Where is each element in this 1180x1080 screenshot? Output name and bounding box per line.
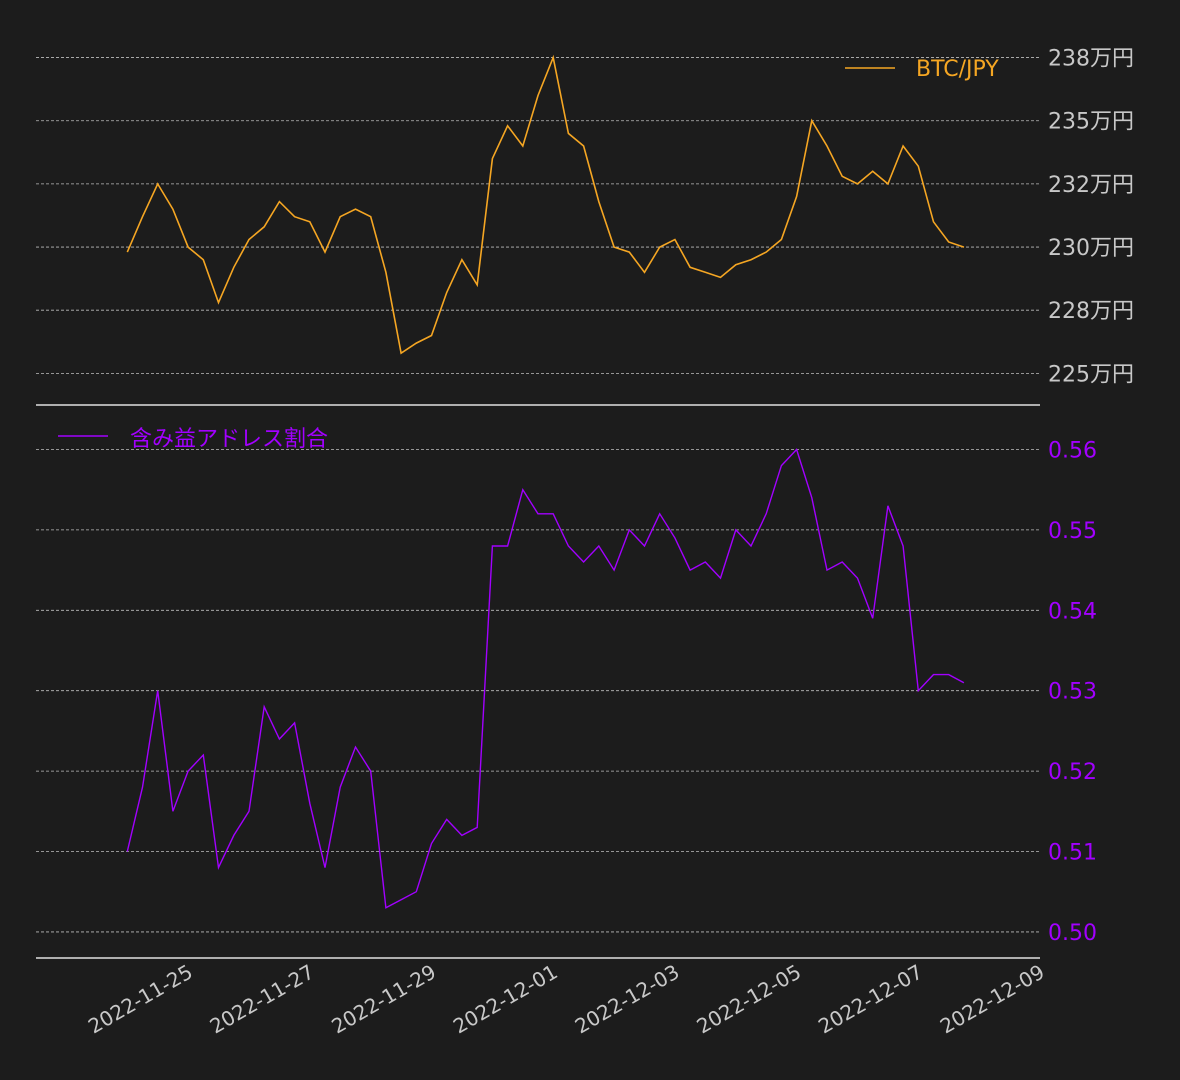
btc-y-tick-labels: 225万円 228万円 230万円 232万円 235万円 238万円	[1048, 47, 1134, 388]
ratio-y-tick-label: 0.52	[1048, 760, 1097, 785]
btc-y-tick-label: 225万円	[1048, 362, 1134, 387]
ratio-gridlines	[36, 449, 1040, 933]
ratio-y-tick-label: 0.55	[1048, 519, 1097, 544]
ratio-y-tick-label: 0.53	[1048, 680, 1097, 705]
ratio-series-line	[126, 448, 965, 909]
btc-panel: 225万円 228万円 230万円 232万円 235万円 238万円 BTC/JPY	[36, 47, 1134, 406]
btc-legend: BTC/JPY	[845, 57, 999, 82]
ratio-legend-label: 含み益アドレス割合	[130, 427, 328, 452]
btc-legend-label: BTC/JPY	[916, 57, 999, 82]
btc-y-tick-label: 232万円	[1048, 173, 1134, 198]
btc-y-tick-label: 238万円	[1048, 47, 1134, 72]
ratio-legend: 含み益アドレス割合	[58, 427, 328, 452]
btc-y-tick-label: 228万円	[1048, 299, 1134, 324]
ratio-y-tick-label: 0.51	[1048, 841, 1097, 866]
ratio-y-tick-labels: 0.50 0.51 0.52 0.53 0.54 0.55 0.56	[1048, 438, 1097, 945]
btc-series-line	[126, 54, 965, 355]
ratio-y-tick-label: 0.56	[1048, 438, 1097, 463]
ratio-y-tick-label: 0.54	[1048, 599, 1097, 624]
ratio-panel: 0.50 0.51 0.52 0.53 0.54 0.55 0.56 含み益アドレス割合	[36, 427, 1097, 959]
btc-y-tick-label: 230万円	[1048, 236, 1134, 261]
btc-gridlines	[36, 57, 1040, 374]
btc-y-tick-label: 235万円	[1048, 110, 1134, 135]
ratio-y-tick-label: 0.50	[1048, 921, 1097, 946]
